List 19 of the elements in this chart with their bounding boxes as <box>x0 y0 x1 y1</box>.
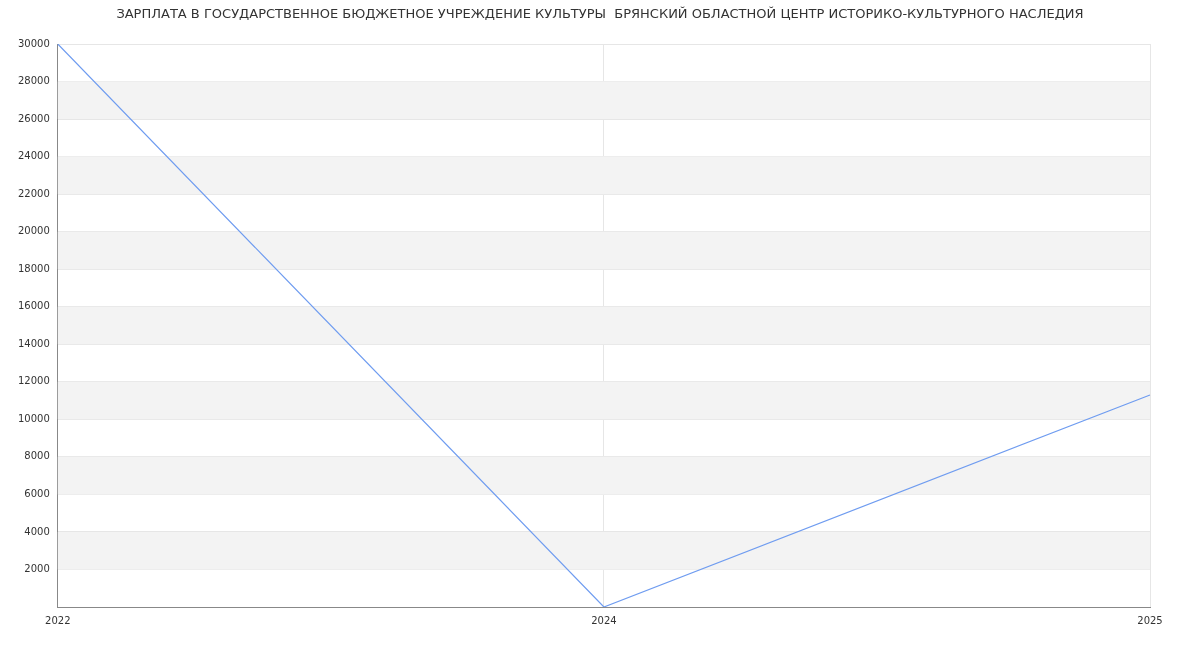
y-tick-label: 26000 <box>18 112 50 124</box>
chart-title: ЗАРПЛАТА В ГОСУДАРСТВЕННОЕ БЮДЖЕТНОЕ УЧРЕЖДЕНИЕ КУЛЬТУРЫ БРЯНСКИЙ ОБЛАСТНОЙ ЦЕНТР ИСТОРИКО-КУЛЬТУРНОГО НАСЛЕДИЯ <box>115 6 1085 21</box>
y-tick-label: 16000 <box>18 300 50 312</box>
y-tick-label: 14000 <box>18 337 50 349</box>
x-tick-label: 2024 <box>591 614 617 626</box>
y-tick-label: 8000 <box>24 450 50 462</box>
y-tick-label: 12000 <box>18 375 50 387</box>
x-tick-label: 2022 <box>45 614 71 626</box>
y-tick-label: 2000 <box>24 563 50 575</box>
y-tick-label: 6000 <box>24 487 50 499</box>
y-tick-label: 24000 <box>18 150 50 162</box>
y-tick-label: 4000 <box>24 525 50 537</box>
y-tick-label: 18000 <box>18 262 50 274</box>
y-tick-label: 28000 <box>18 75 50 87</box>
x-tick-label: 2025 <box>1137 614 1163 626</box>
y-tick-label: 20000 <box>18 225 50 237</box>
y-tick-label: 22000 <box>18 187 50 199</box>
y-tick-label: 30000 <box>18 37 50 49</box>
y-tick-label: 10000 <box>18 412 50 424</box>
